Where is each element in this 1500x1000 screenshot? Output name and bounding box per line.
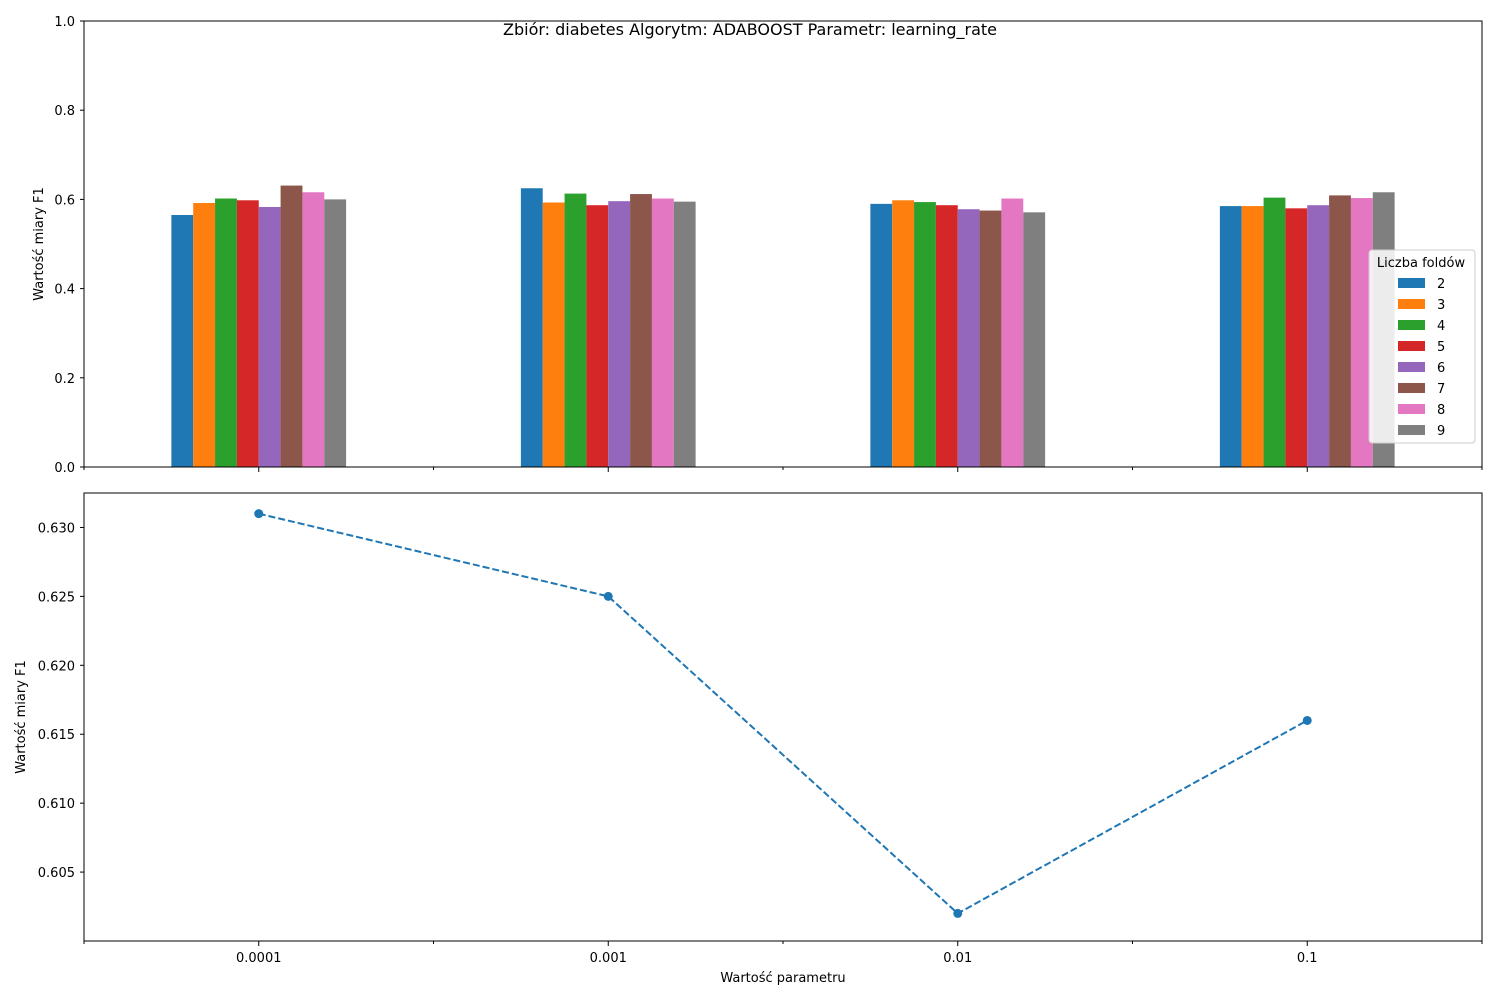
line-point (1302, 715, 1312, 725)
bar (1350, 198, 1373, 467)
bar-y-axis: 0.0 0.2 0.4 0.6 0.8 1.0 (54, 15, 84, 476)
bar (870, 203, 893, 468)
legend-label: 2 (1437, 277, 1445, 292)
legend-swatch (1398, 278, 1425, 288)
y-tick-label: 0.0 (54, 461, 75, 476)
y-tick-label: 0.615 (38, 728, 75, 743)
legend-swatch (1398, 320, 1425, 330)
bar (236, 200, 259, 468)
bar (630, 194, 652, 468)
bar (258, 206, 281, 468)
bar (608, 201, 631, 467)
x-tick-label: 0.01 (943, 951, 972, 966)
bar (1329, 195, 1351, 467)
bar (914, 202, 936, 467)
x-tick-label: 0.001 (590, 951, 627, 966)
line-point (953, 908, 963, 918)
bar (1285, 208, 1308, 467)
legend-label: 8 (1437, 403, 1445, 418)
y-tick-label: 0.8 (54, 104, 75, 119)
bar (193, 202, 216, 467)
bar (171, 215, 194, 467)
bar-chart: 0.0 0.2 0.4 0.6 0.8 1.0 Wartość miary F1 Zbió… (32, 15, 1483, 476)
bar (1001, 198, 1024, 467)
y-tick-label: 0.2 (54, 372, 75, 387)
legend-label: 4 (1437, 319, 1445, 334)
legend-swatch (1398, 299, 1425, 309)
bar (302, 192, 325, 467)
bar (935, 205, 958, 467)
bar (651, 198, 674, 467)
legend-swatch (1398, 383, 1425, 393)
bar (280, 185, 303, 467)
legend: Liczba foldów 2 3 4 5 6 7 8 9 (1368, 249, 1476, 444)
bar (1263, 197, 1286, 467)
bar (673, 201, 696, 467)
bar (324, 199, 347, 467)
legend-label: 7 (1437, 382, 1445, 397)
bar (542, 202, 565, 467)
legend-label: 3 (1437, 298, 1445, 313)
bar (520, 188, 543, 467)
bar (1219, 206, 1242, 467)
legend-label: 9 (1437, 424, 1445, 439)
bar (957, 209, 980, 467)
y-tick-label: 0.625 (38, 590, 75, 605)
legend-swatch (1398, 404, 1425, 414)
y-tick-label: 0.6 (54, 193, 75, 208)
bar-x-axis (83, 467, 1483, 472)
y-tick-label: 0.620 (38, 659, 75, 674)
line-x-axis-label: Wartość parametru (720, 971, 845, 986)
line-y-axis: 0.605 0.610 0.615 0.620 0.625 0.630 (38, 521, 84, 881)
legend-swatch (1398, 362, 1425, 372)
line-series (258, 512, 1308, 915)
figure-suptitle: Zbiór: diabetes Algorytm: ADABOOST Param… (503, 20, 997, 40)
bar-y-axis-label: Wartość miary F1 (32, 187, 47, 301)
line-y-axis-label: Wartość miary F1 (14, 660, 29, 774)
legend-swatch (1398, 341, 1425, 351)
bar (586, 205, 609, 467)
bar (215, 198, 237, 467)
bar-marks (171, 185, 1395, 468)
line-x-axis: 0.0001 0.001 0.01 0.1 (83, 941, 1483, 966)
legend-label: 5 (1437, 340, 1445, 355)
bar (1307, 205, 1330, 467)
legend-label: 6 (1437, 361, 1445, 376)
bar (1241, 206, 1264, 467)
line-point (254, 509, 264, 519)
legend-title: Liczba foldów (1377, 256, 1466, 271)
y-tick-label: 0.4 (54, 283, 75, 298)
bar (564, 193, 587, 467)
legend-items: 2 3 4 5 6 7 8 9 (1398, 277, 1445, 439)
line-marks (254, 509, 1312, 918)
legend-swatch (1398, 425, 1425, 435)
line-point (603, 591, 613, 601)
x-tick-label: 0.0001 (236, 951, 282, 966)
bar (892, 200, 915, 468)
x-tick-label: 0.1 (1297, 951, 1318, 966)
y-tick-label: 0.610 (38, 797, 75, 812)
bar (1023, 212, 1046, 467)
y-tick-label: 0.605 (38, 866, 75, 881)
y-tick-label: 0.630 (38, 521, 75, 536)
y-tick-label: 1.0 (54, 15, 75, 30)
bar (979, 210, 1002, 468)
